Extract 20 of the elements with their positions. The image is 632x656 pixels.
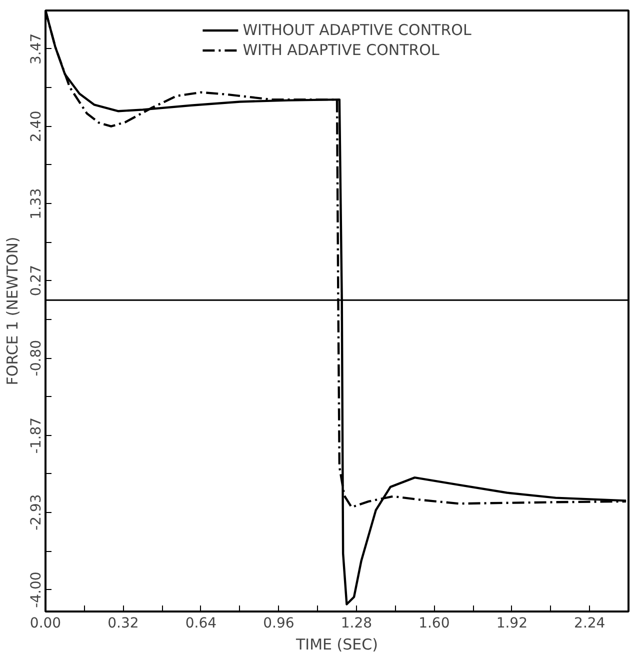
x-tick-label: 0.32 [108,616,139,632]
x-tick-label: 1.92 [496,616,528,632]
y-tick-label: 1.33 [28,188,44,220]
x-tick-label: 0.00 [30,616,62,632]
y-tick-label: 0.27 [28,265,44,296]
x-tick-label: 0.96 [263,616,294,632]
y-tick-label: -0.80 [28,340,44,376]
x-tick-label: 0.64 [185,616,217,632]
legend-label: WITH ADAPTIVE CONTROL [242,41,440,59]
x-tick-label: 1.60 [418,616,450,632]
legend-label: WITHOUT ADAPTIVE CONTROL [242,21,472,39]
y-tick-label: 2.40 [28,110,44,142]
x-tick-label: 1.28 [340,616,372,632]
x-tick-label: 2.24 [574,616,606,632]
y-tick-label: -1.87 [28,417,44,454]
y-axis-title: FORCE 1 (NEWTON) [4,236,22,386]
y-tick-label: -2.93 [28,494,44,530]
y-tick-label: 3.47 [28,33,44,64]
x-axis-title: TIME (SEC) [295,636,378,654]
y-tick-label: -4.00 [28,572,44,608]
